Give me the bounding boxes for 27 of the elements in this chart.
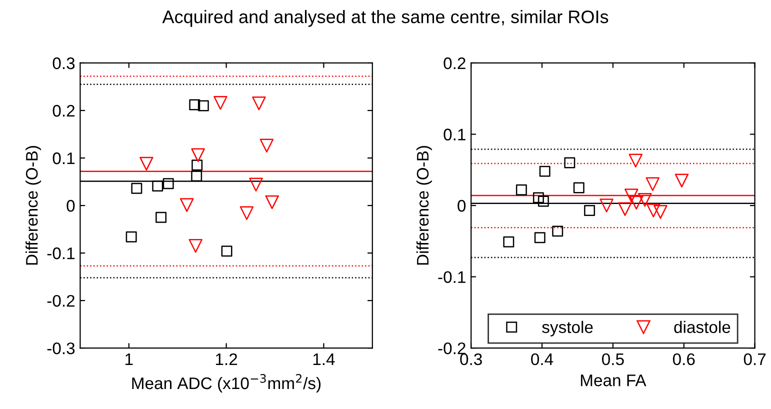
y-tick-label: 0.2 xyxy=(52,104,74,117)
x-tick-label: 0.4 xyxy=(531,353,554,366)
y-tick-label: 0.1 xyxy=(52,152,75,164)
y-tick-label: 0.2 xyxy=(444,57,466,70)
x-tick-label: 1 xyxy=(126,354,133,365)
y-tick-label: -0.2 xyxy=(47,294,74,307)
y-tick-label: 0.1 xyxy=(444,128,466,140)
y-tick-label: 0 xyxy=(66,200,75,212)
y-axis-title: Difference (O-B) xyxy=(26,146,42,265)
y-tick-label: 0.3 xyxy=(52,57,75,70)
y-tick-label: -0.2 xyxy=(438,342,466,354)
x-tick-label: 0.7 xyxy=(744,353,766,366)
y-tick-label: -0.1 xyxy=(438,271,466,283)
y-tick-label: -0.3 xyxy=(47,342,75,354)
y-tick-label: 0 xyxy=(458,200,466,212)
x-tick-label: 0.6 xyxy=(672,353,695,366)
x-tick-label: 0.3 xyxy=(460,353,482,366)
x-tick-label: 1.4 xyxy=(313,354,335,365)
x-tick-label: 0.5 xyxy=(602,353,624,366)
x-tick-label: 1.2 xyxy=(216,353,238,365)
x-axis-title: Mean ADC (x10$^{−3}$mm$^{2}$/s) xyxy=(132,374,321,392)
y-axis-title: Difference (O-B) xyxy=(416,146,432,265)
chart-title: Acquired and analysed at the same centre, similar ROIs xyxy=(162,10,608,27)
x-axis-title: Mean FA xyxy=(580,374,646,386)
legend-label: diastole xyxy=(674,320,730,334)
y-tick-label: -0.1 xyxy=(47,247,75,260)
legend-label: systole xyxy=(542,320,593,336)
